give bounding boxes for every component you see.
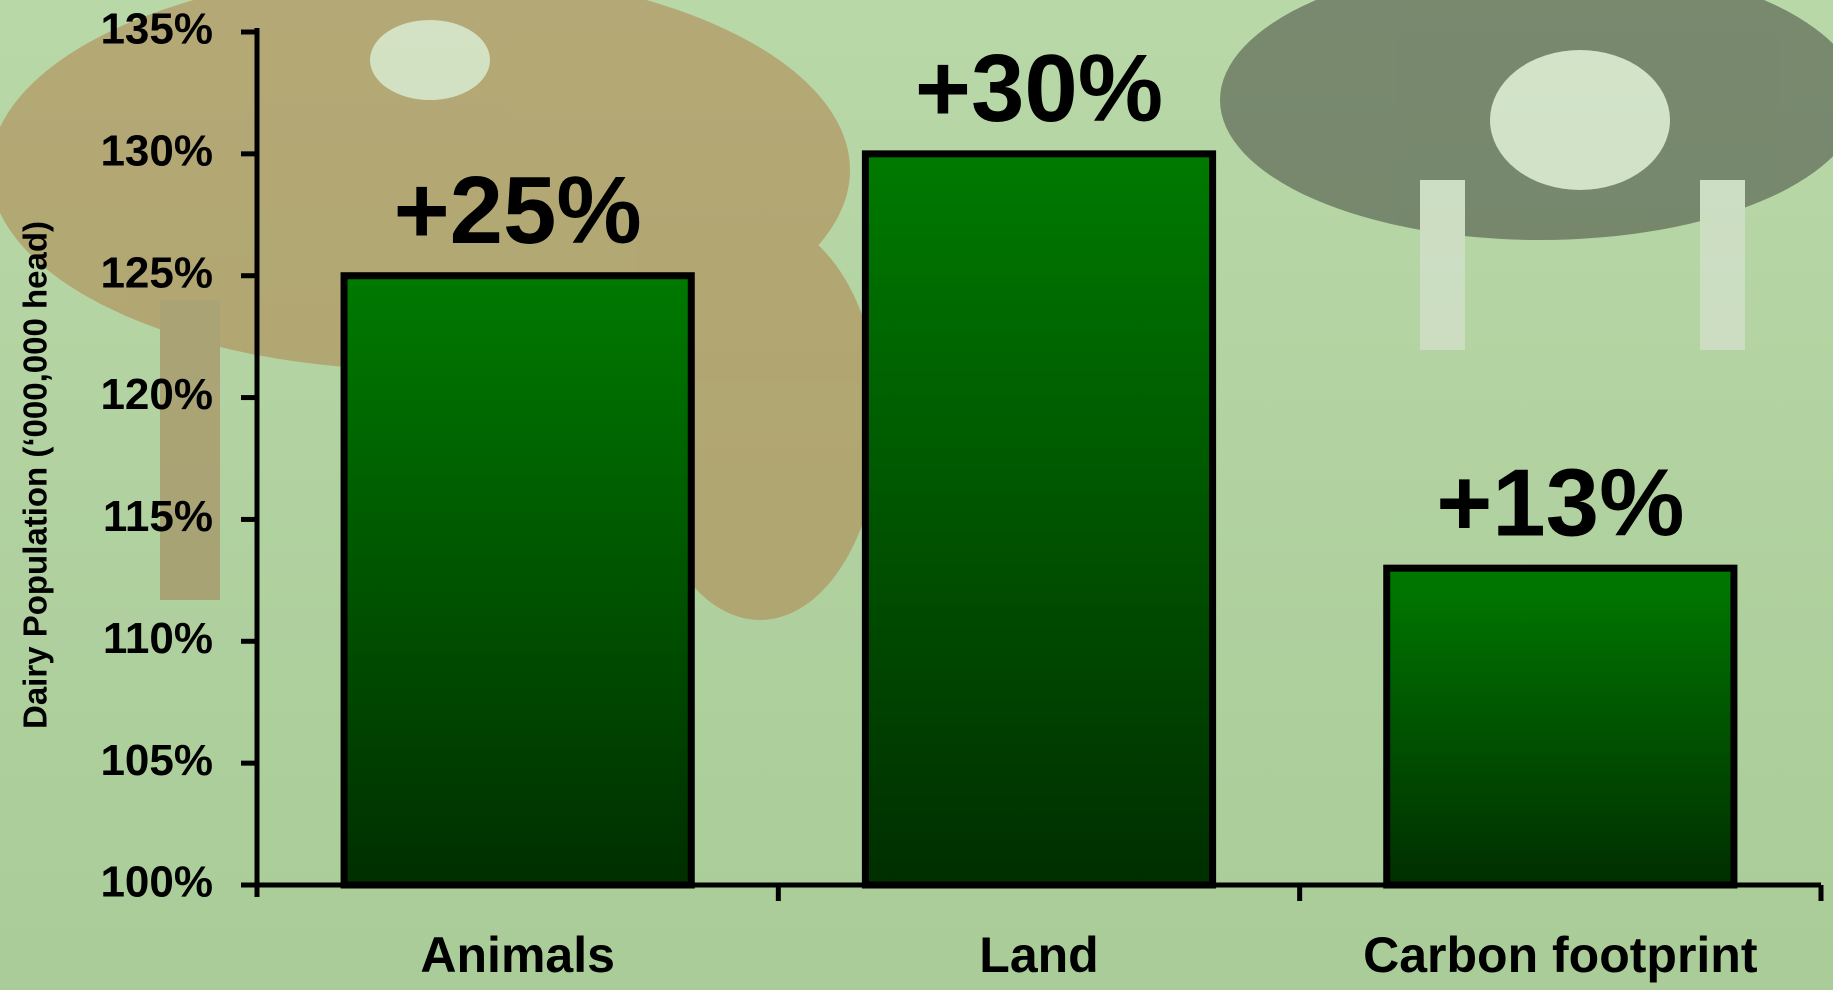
- y-tick-label: 120%: [100, 370, 213, 419]
- y-tick-label: 105%: [100, 736, 213, 785]
- x-tick-label: Land: [979, 927, 1098, 983]
- y-axis-label: Dairy Population (‘000,000 head): [17, 221, 54, 729]
- x-tick-label: Carbon footprint: [1363, 927, 1758, 983]
- y-tick-label: 125%: [100, 248, 213, 297]
- bar-annotation: +13%: [1436, 450, 1684, 557]
- y-tick-label: 115%: [103, 492, 213, 541]
- bar: [861, 150, 1217, 889]
- bar-annotation: +30%: [915, 35, 1163, 142]
- y-tick-label: 110%: [103, 614, 213, 663]
- y-tick-label: 135%: [100, 5, 213, 54]
- y-tick-label: 100%: [100, 858, 213, 907]
- y-tick-label: 130%: [100, 126, 213, 175]
- bar: [1383, 564, 1738, 889]
- bar: [340, 272, 695, 889]
- x-tick-label: Animals: [420, 927, 615, 983]
- bar-annotation: +25%: [394, 157, 642, 264]
